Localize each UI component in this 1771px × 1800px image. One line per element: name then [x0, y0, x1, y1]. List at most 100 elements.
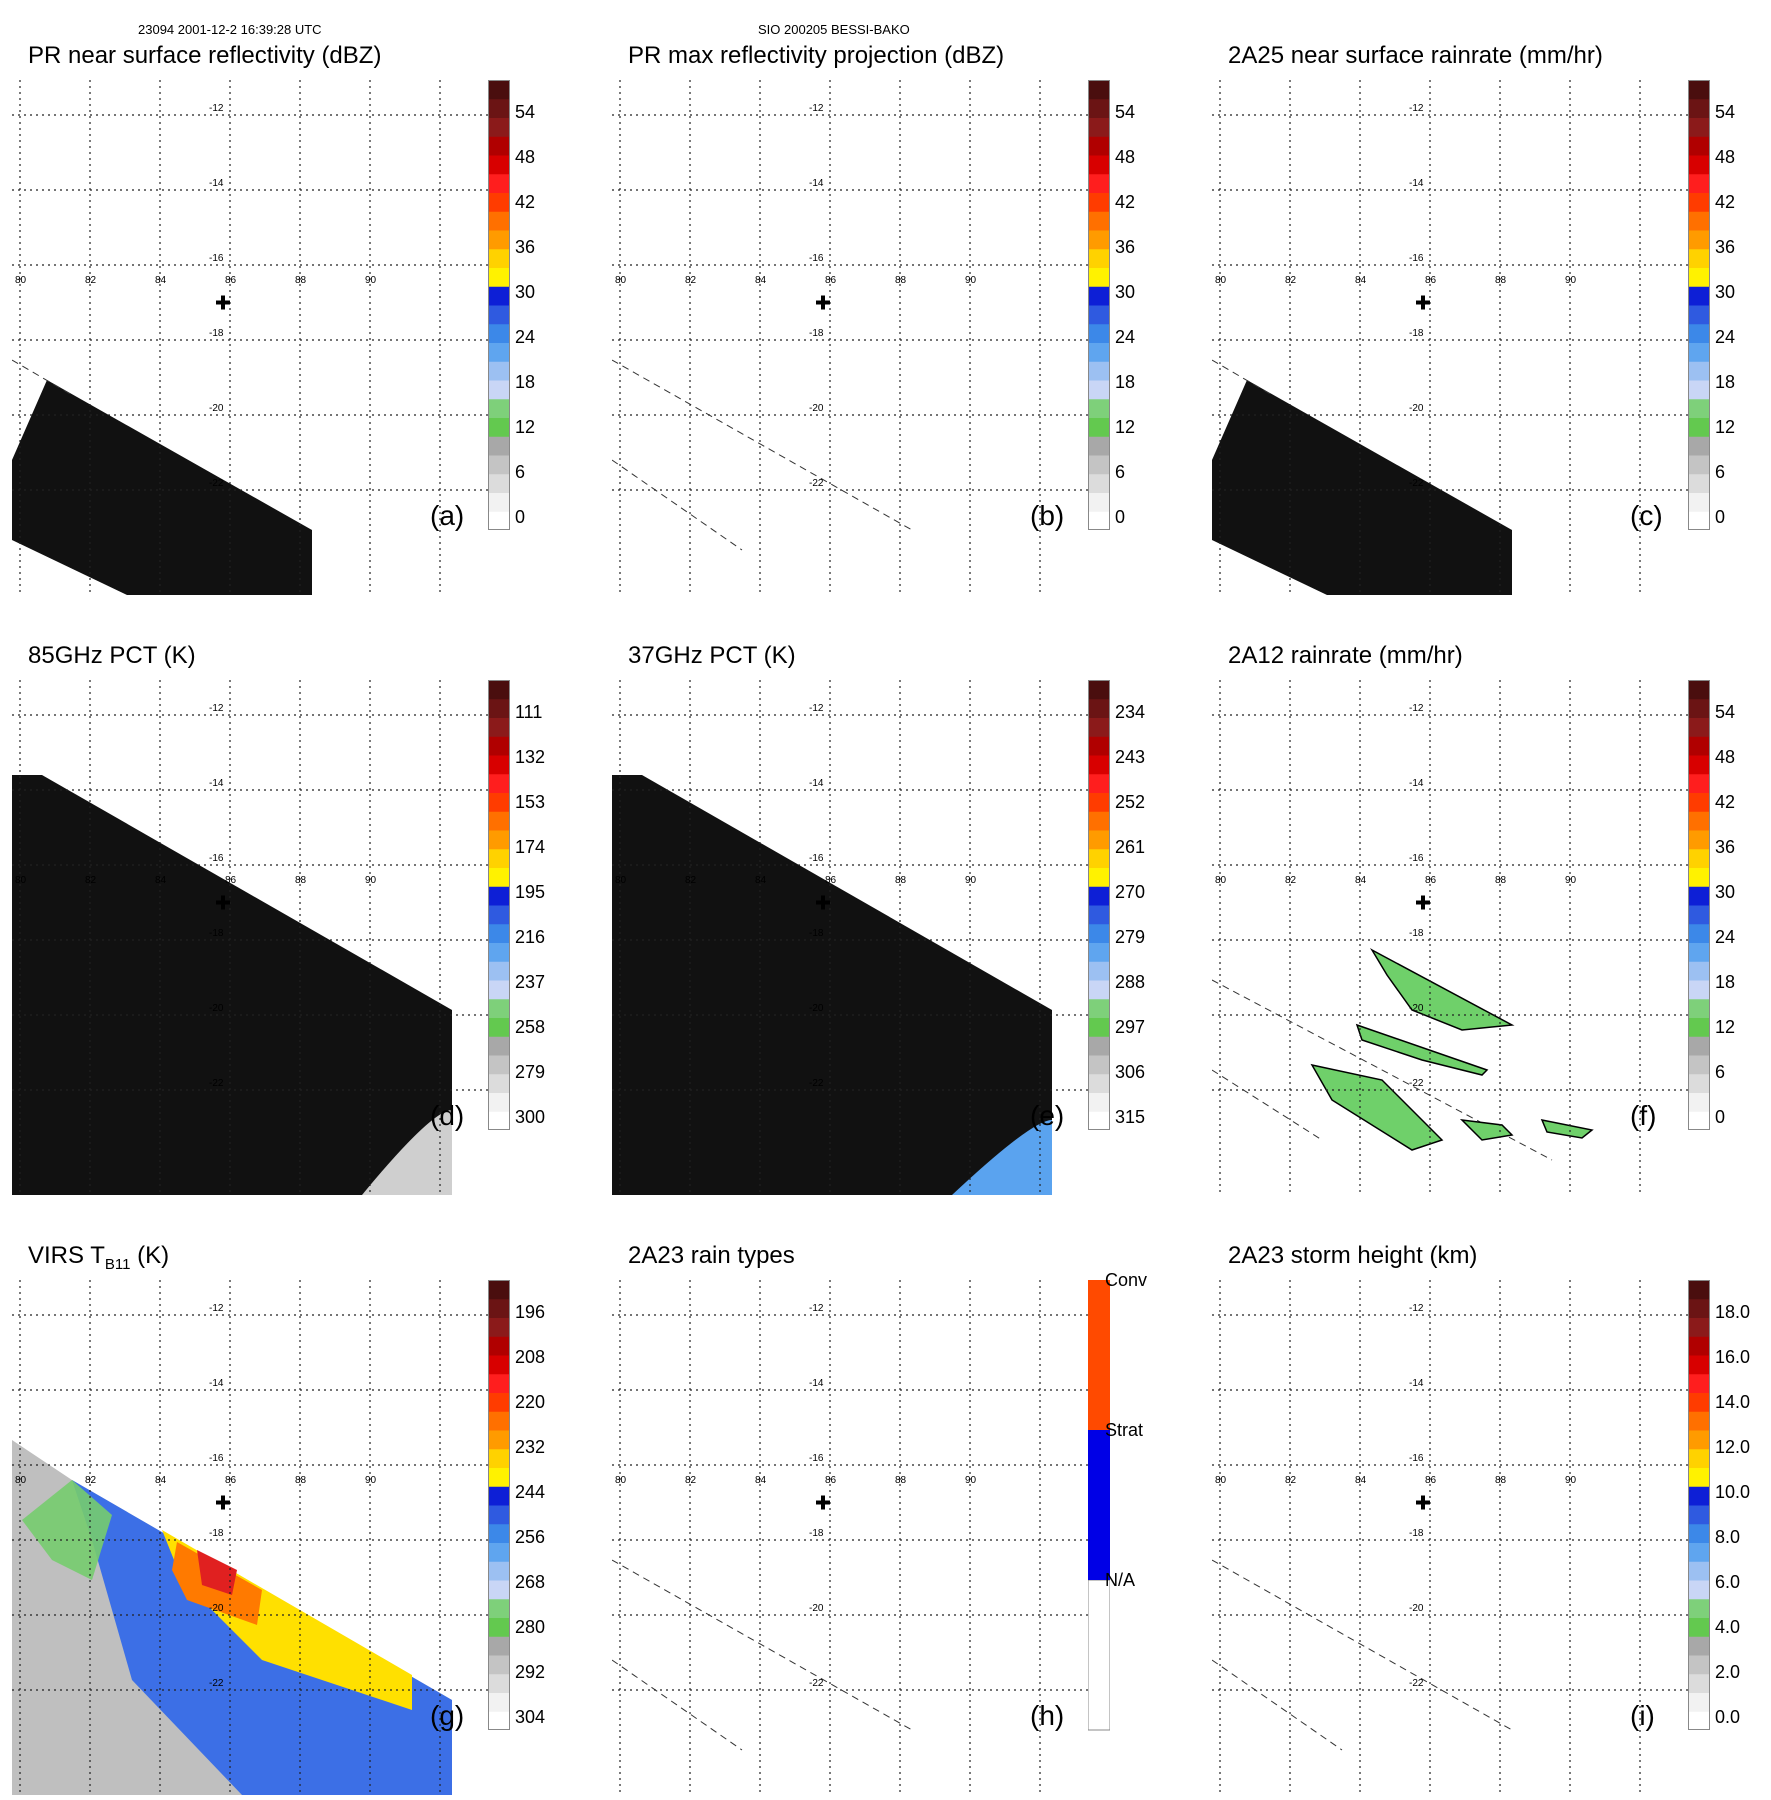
lon-tick-label: 86: [1425, 275, 1437, 286]
colorbar-segment: [488, 717, 510, 737]
warm-corner: [362, 1110, 452, 1195]
panel-i: 2A23 storm height (km) -12 -14 -16 -18 -20 -2…: [1200, 1240, 1760, 1800]
colorbar-segment: [1088, 942, 1110, 962]
lon-tick-label: 82: [85, 1475, 97, 1486]
map-plot: -12 -14 -16 -18 -20 -22 80 82 84 86 88 90: [612, 680, 1092, 1195]
lat-tick-label: -18: [809, 928, 824, 939]
colorbar-segment: [1088, 361, 1110, 381]
colorbar-segment: [1688, 1092, 1710, 1112]
colorbar: [488, 80, 510, 531]
colorbar-segment: [488, 155, 510, 175]
colorbar-segment: [488, 511, 510, 531]
colorbar-tick-label: 232: [515, 1437, 546, 1457]
colorbar-tick-label: 280: [515, 1617, 546, 1637]
colorbar-tick-label: 12: [1115, 417, 1136, 437]
colorbar-frame: [1088, 80, 1110, 530]
lat-tick-label: -12: [1409, 703, 1424, 714]
swath-edge: [1212, 979, 1553, 1161]
colorbar-segment: [488, 1017, 510, 1037]
colorbar-segment: [488, 1430, 510, 1450]
lon-tick-label: 86: [225, 875, 237, 886]
colorbar-segment: [488, 380, 510, 400]
colorbar-segment: [1088, 1111, 1110, 1131]
colorbar-segment: [488, 80, 510, 100]
colorbar-segment: [1688, 717, 1710, 737]
colorbar-tick-label: 174: [515, 837, 546, 857]
colorbar-segment: [1688, 1392, 1710, 1412]
colorbar-tick-label: 234: [1115, 702, 1146, 722]
colorbar-tick-label: 258: [515, 1017, 546, 1037]
colorbar-frame: [488, 1280, 510, 1730]
lat-tick-label: -20: [1409, 1603, 1424, 1614]
lon-tick-label: 88: [895, 1475, 907, 1486]
lon-tick-label: 90: [365, 275, 377, 286]
colorbar: [1688, 680, 1710, 1131]
center-cross-icon: [1416, 1495, 1430, 1510]
lon-tick-label: 88: [295, 875, 307, 886]
virs-swath-red: [197, 1550, 237, 1595]
colorbar-segment: [1688, 773, 1710, 793]
colorbar-segment: [488, 473, 510, 493]
lon-tick-label: 88: [895, 875, 907, 886]
colorbar-tick-label: 36: [1715, 237, 1736, 257]
colorbar-segment: [1688, 98, 1710, 118]
panel-label: (f): [1630, 1100, 1657, 1131]
map-plot: -12 -14 -16 -18 -20 -22 80 82 84 86 88 90: [612, 80, 1092, 595]
colorbar-segment: [1688, 1505, 1710, 1525]
lat-tick-label: -16: [809, 1453, 824, 1464]
colorbar: [1688, 80, 1710, 531]
lat-tick-label: -16: [809, 253, 824, 264]
colorbar-segment: [1688, 998, 1710, 1018]
colorbar-segment: [1688, 136, 1710, 156]
map-plot: -12 -14 -16 -18 -20 -22 80 82 84 86 88 90: [1212, 680, 1692, 1195]
lon-tick-label: 88: [1495, 275, 1507, 286]
map-plot: -12 -14 -16 -18 -20 -22 80 82 84 86 88 90: [1212, 80, 1692, 595]
colorbar-segment: [488, 211, 510, 231]
colorbar-segment: [1088, 455, 1110, 475]
colorbar-segment: [1688, 473, 1710, 493]
colorbar-tick-label: 292: [515, 1662, 546, 1682]
colorbar-segment: [1088, 511, 1110, 531]
colorbar-tick-label: 2.0: [1715, 1662, 1741, 1682]
colorbar-tick-label: 48: [1715, 747, 1736, 767]
colorbar-segment: [1688, 1692, 1710, 1712]
colorbar-tick-label: 16.0: [1715, 1347, 1751, 1367]
panel-title: 2A23 storm height (km): [1228, 1242, 1478, 1269]
colorbar-tick-label: 268: [515, 1572, 546, 1592]
colorbar-tick-label: 256: [515, 1527, 546, 1547]
colorbar-segment: [1688, 1673, 1710, 1693]
center-cross-icon: [216, 895, 230, 910]
colorbar-segment: [1688, 305, 1710, 325]
panel-title: 2A12 rainrate (mm/hr): [1228, 642, 1463, 669]
swath-edge: [612, 1659, 743, 1751]
colorbar-segment: [1688, 1317, 1710, 1337]
panel-d: 85GHz PCT (K) -12 -14 -16 -18 -20 -22 80 82 84 86…: [0, 640, 560, 1200]
colorbar-tick-label: 30: [515, 282, 536, 302]
colorbar-tick-label: 6: [1115, 462, 1126, 482]
colorbar-tick-label: 279: [1115, 927, 1146, 947]
colorbar-segment: [488, 1580, 510, 1600]
colorbar-segment: [488, 1411, 510, 1431]
colorbar-tick-label: 300: [515, 1107, 546, 1127]
lon-tick-label: 86: [225, 1475, 237, 1486]
colorbar-segment: [1688, 1036, 1710, 1056]
colorbar-tick-label: 6: [515, 462, 526, 482]
colorbar-tick-label: 18: [515, 372, 536, 392]
lat-tick-label: -20: [209, 1003, 224, 1014]
colorbar-segment: [488, 1280, 510, 1300]
lon-tick-label: 90: [965, 275, 977, 286]
lon-tick-label: 80: [615, 875, 627, 886]
colorbar-segment: [1688, 1073, 1710, 1093]
colorbar-tick-label: 36: [1715, 837, 1736, 857]
colorbar-tick-label: 14.0: [1715, 1392, 1751, 1412]
colorbar-tick-label: 132: [515, 747, 546, 767]
colorbar-segment: [488, 417, 510, 437]
lat-tick-label: -16: [1409, 1453, 1424, 1464]
colorbar-segment: [1088, 1430, 1110, 1580]
colorbar-segment: [1088, 1092, 1110, 1112]
colorbar-segment: [1688, 811, 1710, 831]
colorbar-segment: [488, 1467, 510, 1487]
colorbar-segment: [1088, 923, 1110, 943]
no-echo-swath: [12, 380, 312, 595]
colorbar-segment: [488, 286, 510, 306]
